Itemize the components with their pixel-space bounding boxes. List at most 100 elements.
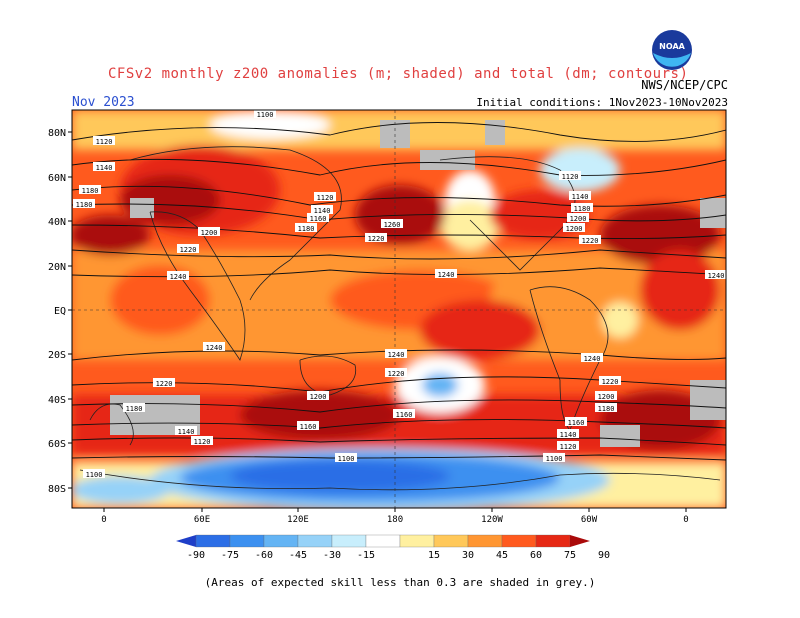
svg-text:1100: 1100 — [86, 471, 103, 479]
colorbar-tick: -75 — [221, 550, 239, 561]
contour-label: 1240 — [385, 349, 407, 359]
contour-label: 1120 — [559, 171, 581, 181]
svg-text:1140: 1140 — [314, 207, 331, 215]
colorbar-segment — [195, 534, 231, 548]
svg-text:1140: 1140 — [572, 193, 589, 201]
svg-text:1200: 1200 — [570, 215, 587, 223]
colorbar-tick: -60 — [255, 550, 273, 561]
noaa-logo-icon: NOAA — [652, 30, 692, 70]
lon-label: 60W — [581, 515, 598, 525]
colorbar-tick: -45 — [289, 550, 307, 561]
lon-label: 120E — [287, 515, 309, 525]
lat-label: 60N — [48, 173, 66, 184]
colorbar-tick: 60 — [530, 550, 542, 561]
lat-label: 40S — [48, 395, 66, 406]
svg-text:1220: 1220 — [180, 246, 197, 254]
contour-label: 1160 — [393, 409, 415, 419]
svg-text:1100: 1100 — [257, 111, 274, 119]
svg-text:1180: 1180 — [82, 187, 99, 195]
contour-label: 1220 — [599, 376, 621, 386]
svg-text:1240: 1240 — [206, 344, 223, 352]
colorbar-segment — [331, 534, 367, 548]
colorbar-tick: 15 — [428, 550, 440, 561]
contour-label: 1140 — [569, 191, 591, 201]
svg-text:1160: 1160 — [310, 215, 327, 223]
contour-label: 1180 — [595, 403, 617, 413]
anomaly-field — [72, 110, 726, 508]
longitude-axis: 0 60E 120E 180 120W 60W 0 — [101, 508, 689, 525]
svg-text:1200: 1200 — [201, 229, 218, 237]
svg-text:1160: 1160 — [396, 411, 413, 419]
contour-label: 1120 — [93, 136, 115, 146]
lon-label: 120W — [481, 515, 503, 525]
colorbar-segment — [365, 534, 401, 548]
colorbar-tick: -90 — [187, 550, 205, 561]
svg-text:1100: 1100 — [546, 455, 563, 463]
lat-label: 80N — [48, 128, 66, 139]
lon-label: 0 — [683, 515, 688, 525]
contour-label: 1120 — [557, 441, 579, 451]
colorbar-tick: 75 — [564, 550, 576, 561]
contour-label: 1120 — [191, 436, 213, 446]
contour-label: 1100 — [335, 453, 357, 463]
svg-text:1200: 1200 — [598, 393, 615, 401]
map-frame — [71, 109, 727, 509]
svg-text:1200: 1200 — [566, 225, 583, 233]
contour-label: 1200 — [198, 227, 220, 237]
lat-label: 80S — [48, 484, 66, 495]
contour-label: 1140 — [175, 426, 197, 436]
lon-label: 60E — [194, 515, 210, 525]
contour-label: 1200 — [567, 213, 589, 223]
contour-label: 1180 — [123, 403, 145, 413]
svg-text:1180: 1180 — [126, 405, 143, 413]
map-title: CFSv2 monthly z200 anomalies (m; shaded)… — [108, 66, 689, 82]
contour-label: 1140 — [311, 205, 333, 215]
contour-label: 1240 — [435, 269, 457, 279]
contour-label: 1180 — [295, 223, 317, 233]
svg-text:1220: 1220 — [582, 237, 599, 245]
colorbar: -90 -75 -60 -45 -30 -15 15 30 45 60 75 90 — [176, 534, 610, 561]
svg-text:1180: 1180 — [76, 201, 93, 209]
contour-label: 1220 — [153, 378, 175, 388]
svg-text:1220: 1220 — [156, 380, 173, 388]
colorbar-tick: -15 — [357, 550, 375, 561]
colorbar-tick: 45 — [496, 550, 508, 561]
lon-label: 180 — [387, 515, 403, 525]
svg-text:1240: 1240 — [438, 271, 455, 279]
svg-text:1220: 1220 — [368, 235, 385, 243]
contour-label: 1100 — [543, 453, 565, 463]
svg-text:1240: 1240 — [708, 272, 725, 280]
svg-text:1180: 1180 — [574, 205, 591, 213]
contour-label: 1160 — [297, 421, 319, 431]
svg-text:1240: 1240 — [584, 355, 601, 363]
svg-text:1240: 1240 — [388, 351, 405, 359]
svg-text:1160: 1160 — [568, 419, 585, 427]
lat-label: 40N — [48, 217, 66, 228]
svg-text:1180: 1180 — [298, 225, 315, 233]
lat-label: 20S — [48, 350, 66, 361]
svg-text:1180: 1180 — [598, 405, 615, 413]
colorbar-segment — [263, 534, 299, 548]
svg-text:1220: 1220 — [388, 370, 405, 378]
contour-label: 1180 — [73, 199, 95, 209]
colorbar-segment — [467, 534, 503, 548]
svg-text:1140: 1140 — [96, 164, 113, 172]
contour-label: 1180 — [79, 185, 101, 195]
lat-label: EQ — [54, 306, 66, 317]
colorbar-segment — [501, 534, 537, 548]
svg-text:1240: 1240 — [170, 273, 187, 281]
contour-label: 1200 — [563, 223, 585, 233]
svg-text:1140: 1140 — [560, 431, 577, 439]
contour-label: 1240 — [167, 271, 189, 281]
contour-label: 1160 — [307, 213, 329, 223]
contour-label: 1140 — [93, 162, 115, 172]
contour-label: 1240 — [203, 342, 225, 352]
svg-text:1140: 1140 — [178, 428, 195, 436]
contour-labels: 1100112011401180118011201140116011801200… — [73, 109, 727, 479]
graticule — [72, 110, 726, 508]
svg-text:1260: 1260 — [384, 221, 401, 229]
forecast-month: Nov 2023 — [72, 95, 135, 110]
svg-text:1120: 1120 — [194, 438, 211, 446]
colorbar-segment — [229, 534, 265, 548]
lon-label: 0 — [101, 515, 106, 525]
